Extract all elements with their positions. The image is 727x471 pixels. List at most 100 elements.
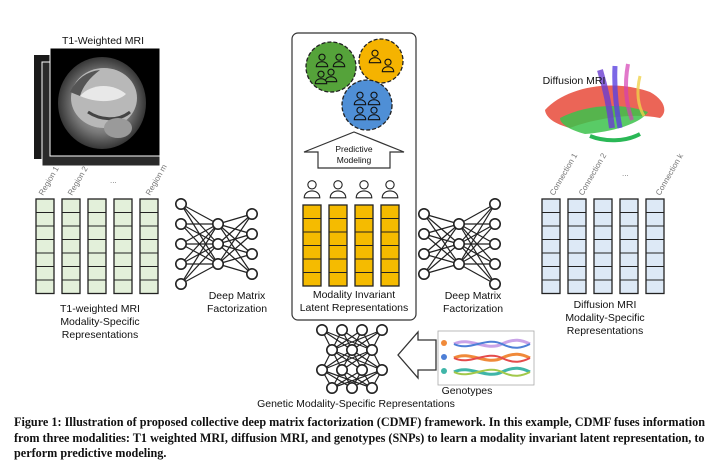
network-node: [488, 277, 501, 290]
caption-text: Illustration of proposed collective deep…: [14, 415, 705, 460]
network-edge: [423, 223, 460, 255]
person-head: [356, 106, 364, 114]
network-edge: [423, 243, 460, 275]
patient-clusters: [305, 38, 404, 131]
person-body: [355, 190, 373, 199]
matrix-column: [567, 198, 587, 295]
network-edge: [458, 203, 496, 225]
network-node: [375, 363, 388, 376]
network-node: [315, 323, 328, 336]
person-head: [370, 106, 378, 114]
network-edge: [331, 329, 383, 351]
person-head: [307, 180, 317, 190]
person-body: [314, 78, 328, 85]
network-node: [246, 208, 259, 221]
network-node: [452, 238, 465, 251]
connection-2-label: Connection 2: [577, 151, 609, 197]
person-head: [384, 58, 392, 66]
genotype-image: [437, 330, 535, 386]
network-node: [488, 218, 501, 231]
region-ellipsis: ...: [110, 176, 117, 185]
connection-1-label: Connection 1: [548, 151, 580, 197]
dti-label-line2: Modality-Specific: [565, 312, 644, 324]
network-node: [365, 381, 378, 394]
t1-region-labels: Region 1 Region 2 ... Region m: [37, 163, 169, 197]
t1-title: T1-Weighted MRI: [62, 35, 144, 47]
network-edge: [321, 349, 373, 371]
predictive-line1: Predictive: [335, 144, 373, 154]
t1-label-line3: Representations: [62, 329, 138, 341]
network-node: [345, 343, 358, 356]
dmf-left-line1: Deep Matrix: [209, 290, 266, 302]
left-factorization-network: [175, 198, 259, 290]
network-node: [315, 363, 328, 376]
network-node: [488, 257, 501, 270]
diffusion-mri-image: [545, 63, 665, 143]
caption-label: Figure 1:: [14, 415, 62, 429]
region-1-label: Region 1: [37, 164, 61, 197]
network-node: [417, 248, 430, 261]
network-edge: [180, 223, 219, 265]
network-node: [375, 323, 388, 336]
person-head: [335, 53, 343, 61]
person-head: [370, 91, 378, 99]
person-body: [368, 57, 382, 64]
person-head: [385, 180, 395, 190]
network-node: [175, 198, 188, 211]
person-body: [315, 61, 329, 68]
network-node: [246, 248, 259, 261]
person-body: [381, 190, 399, 199]
network-edge: [458, 203, 496, 265]
network-node: [365, 343, 378, 356]
network-node: [417, 208, 430, 221]
person-head: [327, 68, 335, 76]
network-node: [212, 257, 225, 270]
dti-label-line3: Representations: [567, 325, 643, 337]
network-edge: [321, 349, 353, 371]
person-head: [333, 180, 343, 190]
latent-label-line2: Latent Representations: [300, 302, 409, 314]
right-factorization-network: [417, 198, 501, 290]
network-node: [175, 277, 188, 290]
t1-label-line1: T1-weighted MRI: [60, 303, 140, 315]
matrix-column: [61, 198, 81, 295]
network-edge: [423, 213, 460, 225]
network-edge: [180, 223, 219, 285]
person-head: [371, 49, 379, 57]
matrix-column: [619, 198, 639, 295]
network-node: [246, 228, 259, 241]
network-node: [325, 343, 338, 356]
person-head: [318, 53, 326, 61]
matrix-column: [593, 198, 613, 295]
dmf-right-line2: Factorization: [443, 303, 503, 315]
network-edge: [423, 223, 460, 235]
t1-mri-image: [34, 47, 161, 167]
person-body: [329, 190, 347, 199]
person-body: [324, 76, 338, 83]
network-edge: [458, 243, 496, 265]
network-edge: [458, 223, 496, 265]
genotypes-label: Genotypes: [442, 385, 493, 397]
genotype-arrow: [397, 330, 437, 380]
person-body: [367, 114, 381, 121]
network-edge: [217, 233, 253, 265]
dti-matrix: [541, 198, 665, 295]
network-edge: [180, 203, 219, 225]
network-node: [246, 267, 259, 280]
network-node: [417, 267, 430, 280]
network-edge: [458, 263, 496, 285]
network-node: [345, 381, 358, 394]
predictive-arrow: [303, 131, 405, 169]
network-node: [335, 363, 348, 376]
matrix-column: [645, 198, 665, 295]
network-node: [335, 323, 348, 336]
connection-k-label: Connection k: [654, 151, 686, 197]
matrix-column: [541, 198, 561, 295]
network-node: [212, 238, 225, 251]
network-edge: [423, 263, 460, 275]
network-node: [175, 238, 188, 251]
cluster-green: [305, 41, 357, 93]
genetic-factorization-network: [315, 323, 388, 394]
network-edge: [217, 213, 253, 265]
network-edge: [341, 349, 373, 371]
